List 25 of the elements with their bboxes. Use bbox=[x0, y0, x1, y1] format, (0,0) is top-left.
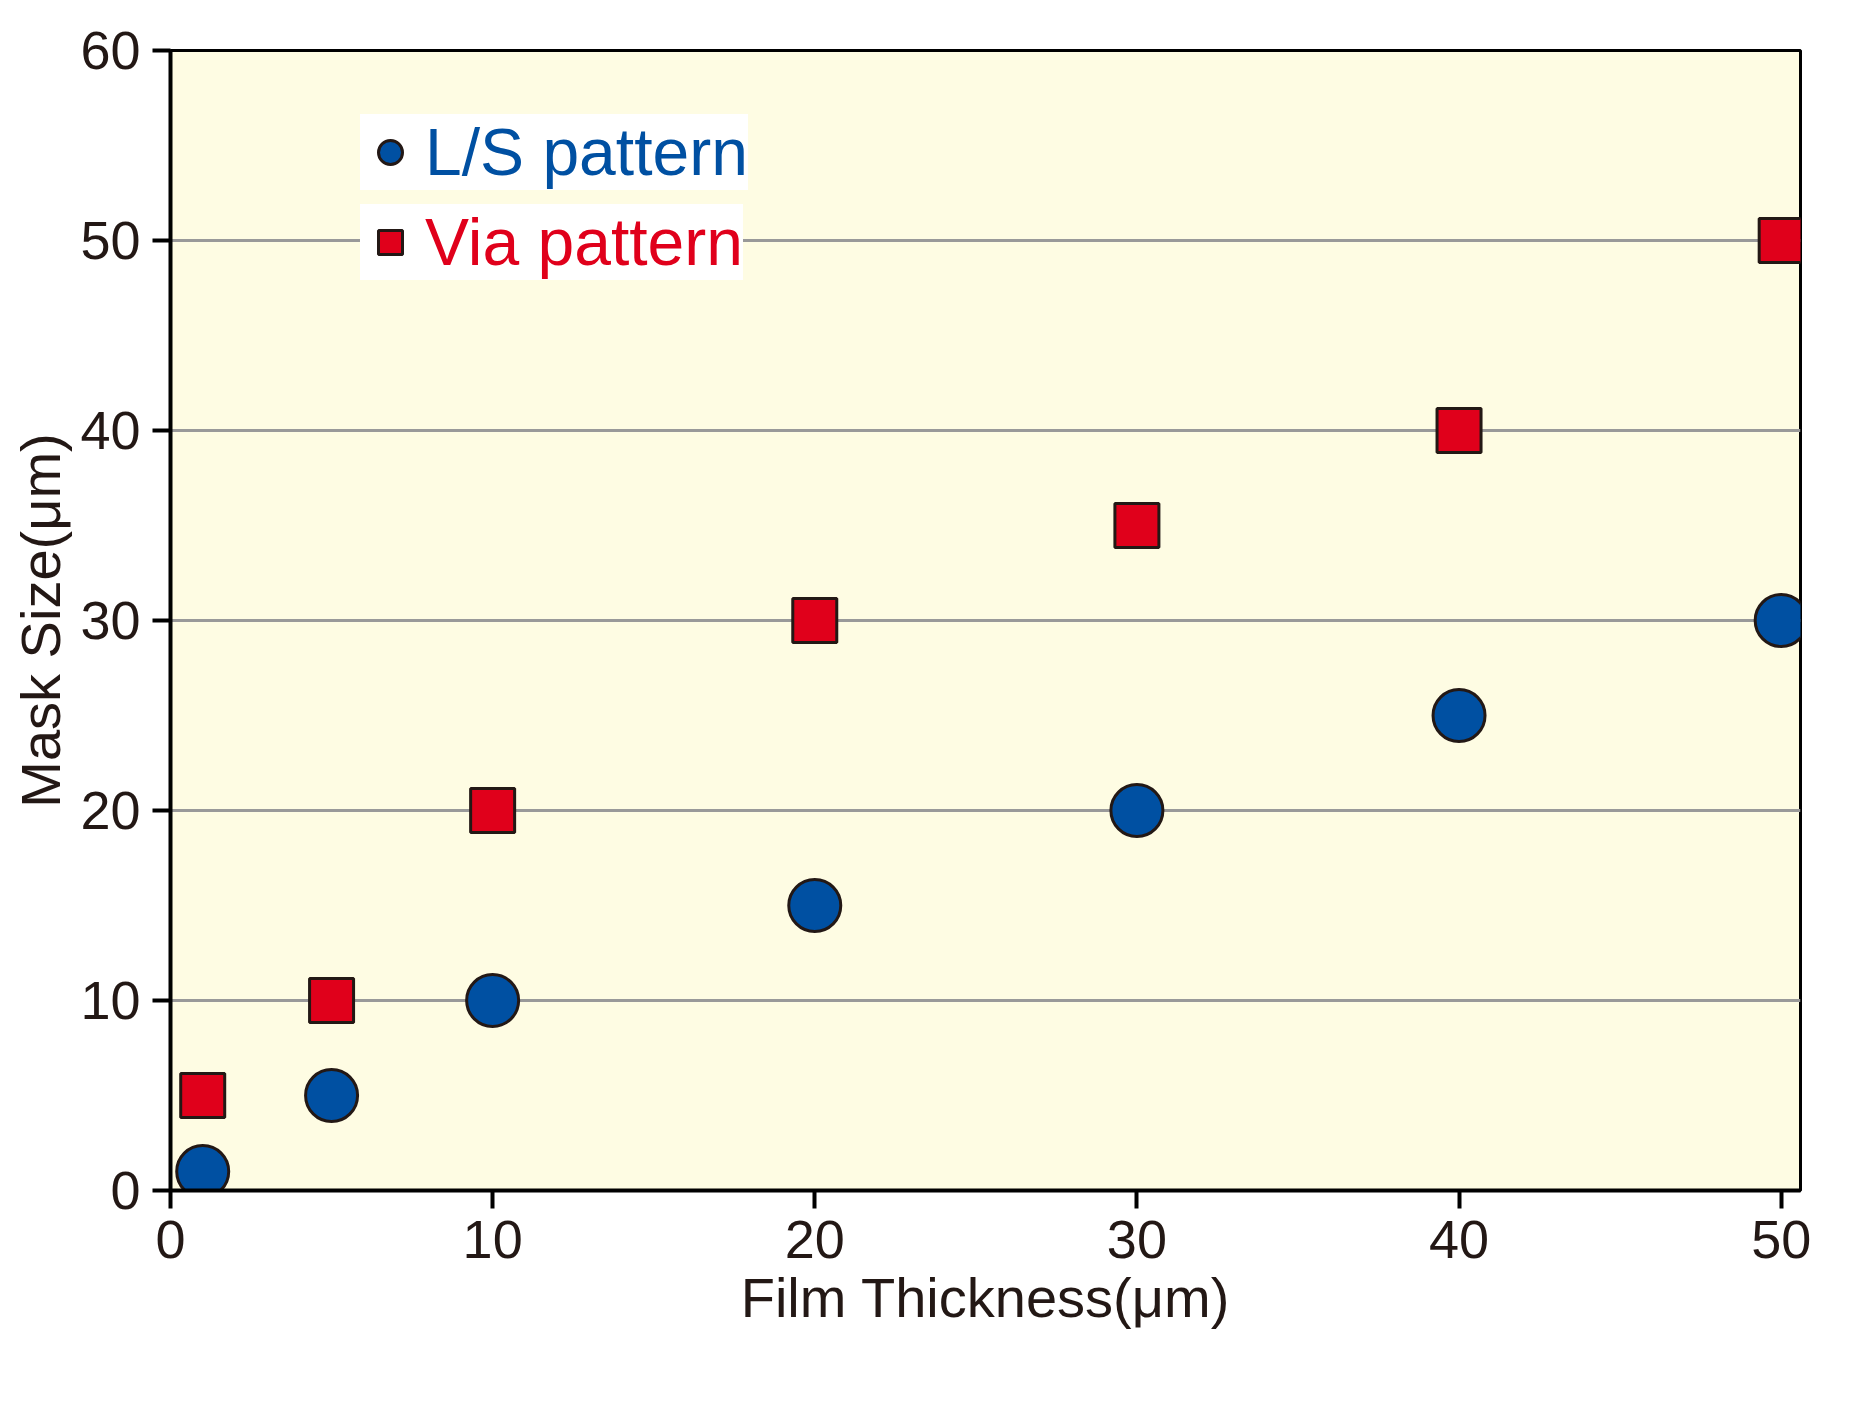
point bbox=[469, 787, 517, 834]
y-tick-label: 30 bbox=[80, 590, 141, 650]
point bbox=[1113, 502, 1161, 549]
x-tick-label: 10 bbox=[462, 1208, 523, 1269]
point bbox=[179, 1072, 227, 1119]
point bbox=[791, 597, 839, 644]
x-tick-label: 50 bbox=[1751, 1208, 1812, 1269]
point bbox=[1435, 407, 1483, 454]
point bbox=[1109, 783, 1165, 838]
legend-label: Via pattern bbox=[425, 204, 744, 280]
y-tick-label: 20 bbox=[80, 780, 141, 840]
y-tick-label: 10 bbox=[80, 970, 141, 1030]
point bbox=[308, 977, 356, 1024]
x-tick-label: 0 bbox=[155, 1208, 186, 1269]
y-tick-label: 50 bbox=[80, 210, 141, 270]
legend-label: L/S pattern bbox=[425, 114, 748, 190]
point bbox=[465, 973, 521, 1028]
y-tick-label: 40 bbox=[80, 400, 141, 460]
point bbox=[304, 1068, 360, 1123]
y-tick-label: 0 bbox=[110, 1160, 141, 1220]
y-tick-label: 60 bbox=[80, 20, 141, 80]
point bbox=[787, 878, 843, 933]
y-axis-title: Mask Size(μm) bbox=[9, 433, 73, 808]
point bbox=[1431, 688, 1487, 743]
x-tick-label: 40 bbox=[1429, 1208, 1490, 1269]
